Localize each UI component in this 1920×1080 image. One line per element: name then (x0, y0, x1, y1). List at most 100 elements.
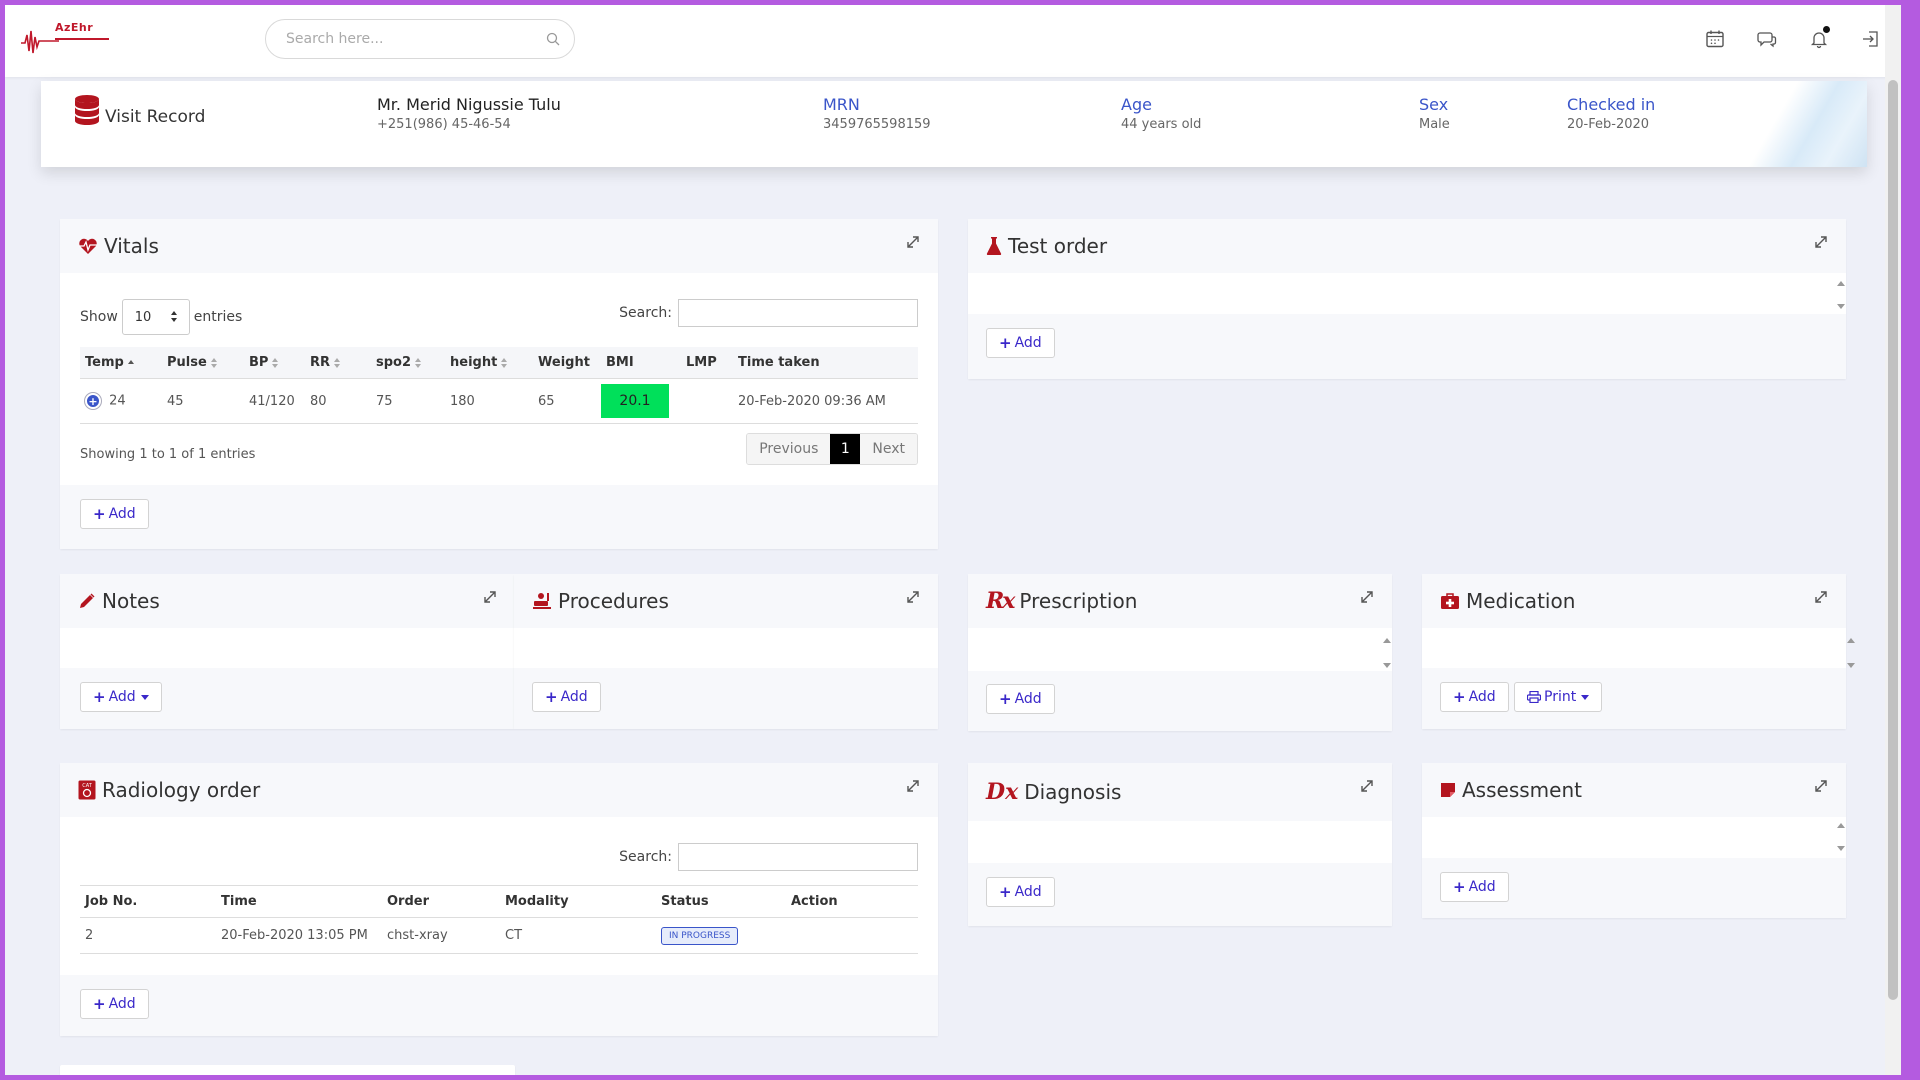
add-assessment-button[interactable]: + Add (1440, 872, 1509, 902)
add-medication-button[interactable]: + Add (1440, 682, 1509, 712)
print-dropdown[interactable]: Print (1514, 682, 1603, 712)
expand-icon[interactable] (1814, 779, 1828, 793)
col-pulse[interactable]: Pulse (162, 347, 244, 379)
procedures-panel: Procedures + Add (514, 574, 938, 729)
radiology-title: Radiology order (102, 778, 261, 802)
vitals-search-label: Search: (619, 305, 672, 321)
test-order-footer: + Add (968, 314, 1846, 379)
expand-icon[interactable] (1360, 779, 1374, 793)
vitals-table: Temp Pulse BP RR spo2 height Weight BMI … (80, 347, 918, 424)
prescription-title: Prescription (1019, 589, 1138, 613)
bmi-badge: 20.1 (601, 384, 669, 418)
sex-value: Male (1419, 117, 1450, 132)
entries-control: Show 10 entries (80, 299, 242, 335)
row-expand-icon[interactable]: + (85, 393, 101, 409)
action-cell (786, 918, 918, 954)
spo2-cell: 75 (376, 393, 393, 409)
col-job-no[interactable]: Job No. (80, 885, 216, 918)
col-modality[interactable]: Modality (500, 885, 656, 918)
pagination: Previous 1 Next (746, 433, 918, 465)
col-rr[interactable]: RR (305, 347, 371, 379)
entries-select[interactable]: 10 (121, 299, 190, 335)
page-scrollbar[interactable] (1885, 5, 1901, 1075)
calendar-icon[interactable] (1703, 27, 1727, 51)
notes-footer: + Add (60, 668, 515, 729)
scroll-arrows[interactable] (1836, 821, 1846, 853)
logout-icon[interactable] (1859, 27, 1883, 51)
flask-icon (986, 237, 1002, 256)
expand-icon[interactable] (1814, 235, 1828, 249)
vitals-footer: + Add (60, 485, 938, 549)
col-order[interactable]: Order (382, 885, 500, 918)
expand-icon[interactable] (1360, 590, 1374, 604)
add-diagnosis-button[interactable]: + Add (986, 877, 1055, 907)
checked-in-info: Checked in 20-Feb-2020 (1567, 95, 1655, 132)
rr-cell: 80 (310, 393, 327, 409)
expand-icon[interactable] (906, 779, 920, 793)
height-cell: 180 (450, 393, 475, 409)
add-radiology-button[interactable]: + Add (80, 989, 149, 1019)
col-weight[interactable]: Weight (533, 347, 601, 379)
page-1-button[interactable]: 1 (830, 434, 861, 464)
order-cell: chst-xray (387, 928, 448, 943)
dx-icon: Dx (986, 779, 1019, 805)
scrollbar-thumb[interactable] (1888, 80, 1898, 1000)
col-bp[interactable]: BP (244, 347, 305, 379)
global-search[interactable] (265, 19, 575, 59)
bmi-cell: 20.1 (601, 379, 681, 424)
col-action[interactable]: Action (786, 885, 918, 918)
add-procedure-button[interactable]: + Add (532, 682, 601, 712)
bell-icon[interactable] (1807, 26, 1831, 51)
col-temp[interactable]: Temp (80, 347, 162, 379)
add-notes-dropdown[interactable]: + Add (80, 682, 162, 712)
age-value: 44 years old (1121, 117, 1202, 132)
procedures-icon (533, 593, 551, 609)
col-lmp[interactable]: LMP (681, 347, 733, 379)
expand-icon[interactable] (1814, 590, 1828, 604)
diagnosis-title: Diagnosis (1024, 780, 1122, 804)
col-bmi[interactable]: BMI (601, 347, 681, 379)
prev-button[interactable]: Previous (747, 434, 831, 464)
vitals-search-input[interactable] (678, 299, 918, 327)
checked-in-value: 20-Feb-2020 (1567, 117, 1650, 132)
app-frame: AzEhr (5, 5, 1901, 1075)
col-time[interactable]: Time (216, 885, 382, 918)
radiology-header: CAT Radiology order (60, 763, 938, 817)
add-vitals-button[interactable]: + Add (80, 499, 149, 529)
radiology-search-input[interactable] (678, 843, 918, 871)
app-logo[interactable]: AzEhr (19, 21, 109, 57)
offscreen-panel (60, 1065, 515, 1075)
table-row: + 24 45 41/120 80 75 180 65 20.1 20-Feb-… (80, 379, 918, 424)
col-time-taken[interactable]: Time taken (733, 347, 918, 379)
procedures-header: Procedures (514, 574, 938, 628)
col-height[interactable]: height (445, 347, 533, 379)
header-decoration (1747, 81, 1867, 167)
add-test-order-button[interactable]: + Add (986, 328, 1055, 358)
vitals-title: Vitals (104, 234, 159, 258)
search-icon[interactable] (546, 32, 560, 50)
col-spo2[interactable]: spo2 (371, 347, 445, 379)
notes-title: Notes (102, 589, 160, 613)
prescription-footer: + Add (968, 671, 1392, 731)
add-prescription-button[interactable]: + Add (986, 684, 1055, 714)
logo-text: AzEhr (55, 21, 94, 34)
sticky-note-icon (1441, 783, 1455, 797)
medication-header: Medication (1422, 574, 1846, 628)
scroll-arrows[interactable] (1846, 636, 1856, 670)
mrn-info: MRN 3459765598159 (823, 95, 931, 132)
col-status[interactable]: Status (656, 885, 786, 918)
chat-icon[interactable] (1755, 27, 1779, 51)
scroll-arrows[interactable] (1382, 636, 1392, 670)
next-button[interactable]: Next (860, 434, 917, 464)
test-order-header: Test order (968, 219, 1846, 273)
scroll-arrows[interactable] (1836, 279, 1846, 311)
sex-label: Sex (1419, 95, 1449, 114)
table-row: 2 20-Feb-2020 13:05 PM chst-xray CT IN P… (80, 918, 918, 954)
expand-icon[interactable] (906, 235, 920, 249)
search-input[interactable] (286, 31, 526, 47)
expand-icon[interactable] (483, 590, 497, 604)
checked-in-label: Checked in (1567, 95, 1656, 114)
expand-icon[interactable] (906, 590, 920, 604)
visit-header-card: Visit Record Mr. Merid Nigussie Tulu +25… (41, 81, 1867, 167)
diagnosis-footer: + Add (968, 863, 1392, 926)
